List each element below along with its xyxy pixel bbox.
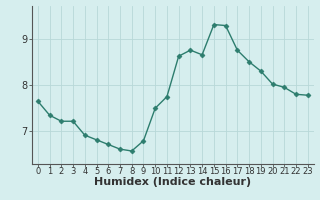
X-axis label: Humidex (Indice chaleur): Humidex (Indice chaleur) (94, 177, 252, 187)
